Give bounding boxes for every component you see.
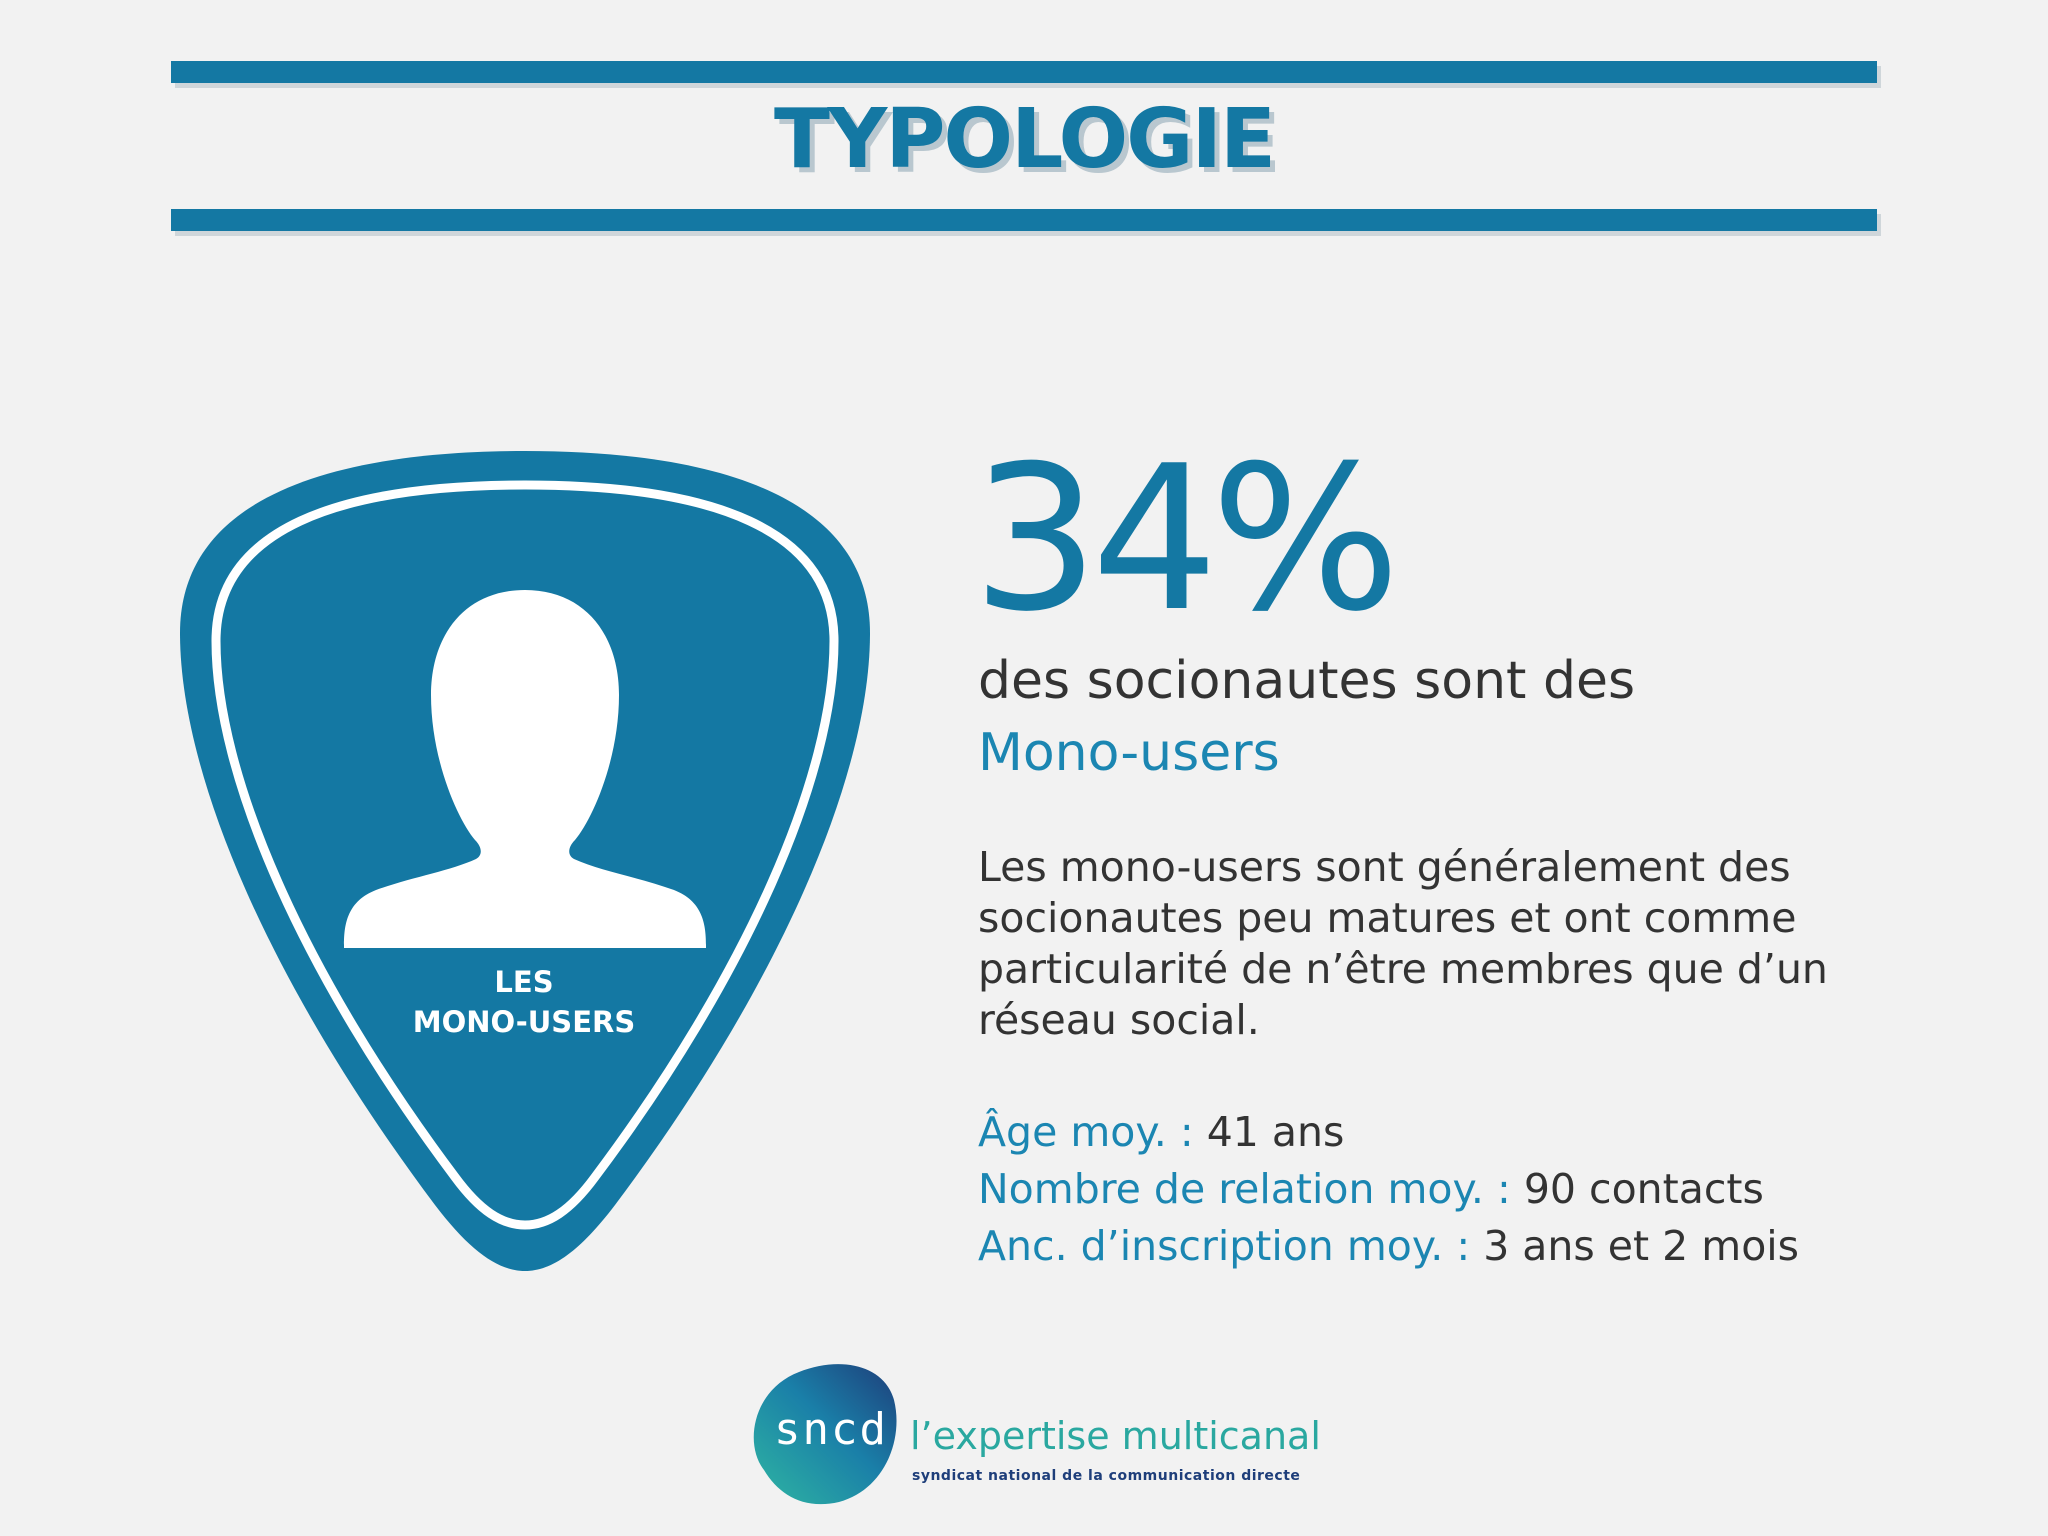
mono-users-badge <box>180 445 870 1280</box>
stat-percent: 34% <box>972 423 1401 656</box>
description-line: particularité de n’être membres que d’un <box>978 945 1828 993</box>
detail-value: 90 contacts <box>1523 1165 1764 1213</box>
detail-value: 3 ans et 2 mois <box>1483 1222 1800 1270</box>
badge-label-line2: MONO-USERS <box>412 1005 636 1039</box>
header-top-rule <box>171 61 1877 83</box>
sncd-logo-word: sncd <box>774 1404 888 1455</box>
detail-label: Anc. d’inscription moy. : <box>978 1222 1484 1270</box>
details-list: Âge moy. : 41 ans Nombre de relation moy… <box>978 1104 1878 1275</box>
description-line: socionautes peu matures et ont comme <box>978 894 1797 942</box>
sncd-blob-icon <box>744 1350 904 1510</box>
description-line: réseau social. <box>978 996 1260 1044</box>
detail-row-seniority: Anc. d’inscription moy. : 3 ans et 2 moi… <box>978 1218 1878 1275</box>
description: Les mono-users sont généralement des soc… <box>978 842 1878 1046</box>
detail-label: Nombre de relation moy. : <box>978 1165 1524 1213</box>
badge-label-line1: LES <box>494 965 554 999</box>
stat-headline-line1: des socionautes sont des <box>978 651 1636 711</box>
stat-headline: des socionautes sont des Mono-users <box>978 645 1878 789</box>
detail-label: Âge moy. : <box>978 1108 1207 1156</box>
sncd-subtitle: syndicat national de la communication di… <box>912 1468 1301 1484</box>
shield-badge-icon <box>180 451 870 1271</box>
sncd-tagline: l’expertise multicanal <box>910 1414 1321 1458</box>
sncd-logo: sncd l’expertise multicanal syndicat nat… <box>744 1350 1321 1510</box>
stat-headline-line2: Mono-users <box>978 723 1280 783</box>
badge-label: LES MONO-USERS <box>344 962 704 1042</box>
detail-row-relations: Nombre de relation moy. : 90 contacts <box>978 1161 1878 1218</box>
header-bottom-rule <box>171 209 1877 231</box>
page-title: TYPOLOGIE <box>774 92 1276 187</box>
description-line: Les mono-users sont généralement des <box>978 843 1791 891</box>
detail-value: 41 ans <box>1206 1108 1345 1156</box>
user-silhouette-icon <box>344 590 706 948</box>
detail-row-age: Âge moy. : 41 ans <box>978 1104 1878 1161</box>
